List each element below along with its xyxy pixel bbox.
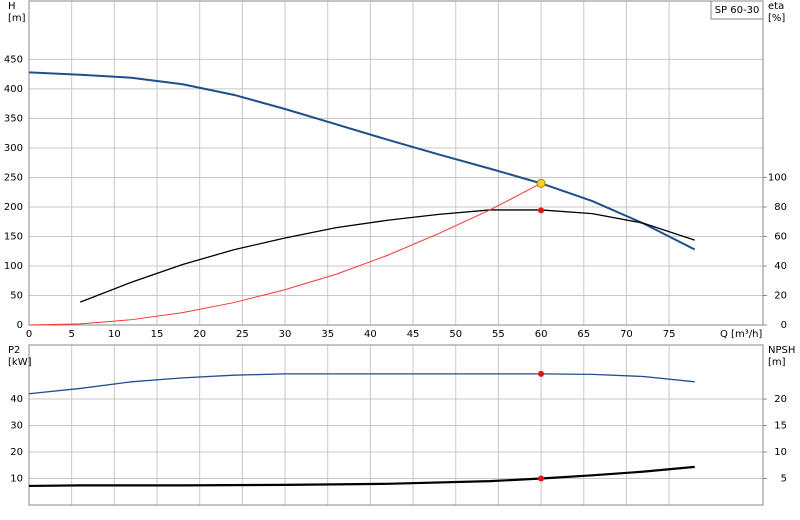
x-tick-label: 30	[279, 329, 292, 340]
y-tick-label: 400	[4, 84, 23, 95]
y2-tick-label: 100	[768, 172, 787, 183]
y-tick-label: 40	[10, 394, 23, 405]
y2-tick-label: 80	[774, 202, 787, 213]
x-tick-label: 5	[68, 329, 74, 340]
y-tick-label: 10	[10, 474, 23, 485]
y-axis-label: P2	[8, 345, 20, 356]
series-line	[28, 373, 695, 395]
plot-frame	[28, 0, 764, 326]
duty-point	[536, 178, 546, 188]
x-tick-label: 55	[492, 329, 505, 340]
y-tick-label: 150	[4, 231, 23, 242]
y2-tick-label: 15	[774, 421, 787, 432]
series-line	[28, 71, 696, 251]
x-tick-label: 15	[151, 329, 164, 340]
y2-tick-label: 20	[774, 290, 787, 301]
y-tick-label: 20	[10, 447, 23, 458]
x-tick-label: 25	[236, 329, 249, 340]
legend-label: SP 60-30	[715, 5, 760, 16]
duty-point	[538, 370, 545, 377]
y-axis-label: H	[8, 1, 16, 12]
y2-tick-label: 20	[774, 394, 787, 405]
y2-tick-label: 10	[774, 447, 787, 458]
y2-tick-label: 5	[781, 474, 787, 485]
y-tick-label: 300	[4, 143, 23, 154]
series-line	[79, 209, 695, 303]
y-axis-unit: [kW]	[8, 357, 32, 368]
y-tick-label: 250	[4, 172, 23, 183]
plot-frame	[28, 344, 764, 506]
x-tick-label: 60	[535, 329, 548, 340]
series-line	[28, 182, 542, 326]
y2-axis-label: NPSH	[768, 345, 795, 356]
series-line	[28, 465, 695, 488]
y-tick-label: 0	[17, 320, 23, 331]
y-tick-label: 30	[10, 421, 23, 432]
x-tick-label: 20	[193, 329, 206, 340]
x-axis-label: Q [m³/h]	[720, 329, 762, 340]
x-tick-label: 50	[449, 329, 462, 340]
y-tick-label: 450	[4, 54, 23, 65]
y2-tick-label: 40	[774, 261, 787, 272]
y2-axis-unit: [%]	[768, 13, 785, 24]
y-tick-label: 50	[10, 290, 23, 301]
y2-axis-label: eta	[768, 1, 784, 12]
x-tick-label: 75	[663, 329, 676, 340]
legend-box	[710, 0, 764, 20]
x-tick-label: 10	[108, 329, 121, 340]
y2-axis-unit: [m]	[768, 357, 786, 368]
duty-point	[538, 475, 545, 482]
y-tick-label: 350	[4, 113, 23, 124]
x-tick-label: 65	[577, 329, 590, 340]
y-axis-unit: [m]	[8, 13, 26, 24]
y2-tick-label: 60	[774, 231, 787, 242]
x-tick-label: 45	[407, 329, 420, 340]
y2-tick-label: 0	[781, 320, 787, 331]
x-tick-label: 35	[321, 329, 334, 340]
duty-point	[538, 207, 545, 214]
x-tick-label: 0	[26, 329, 32, 340]
y-tick-label: 100	[4, 261, 23, 272]
y-tick-label: 200	[4, 202, 23, 213]
x-tick-label: 40	[364, 329, 377, 340]
x-tick-label: 70	[620, 329, 633, 340]
